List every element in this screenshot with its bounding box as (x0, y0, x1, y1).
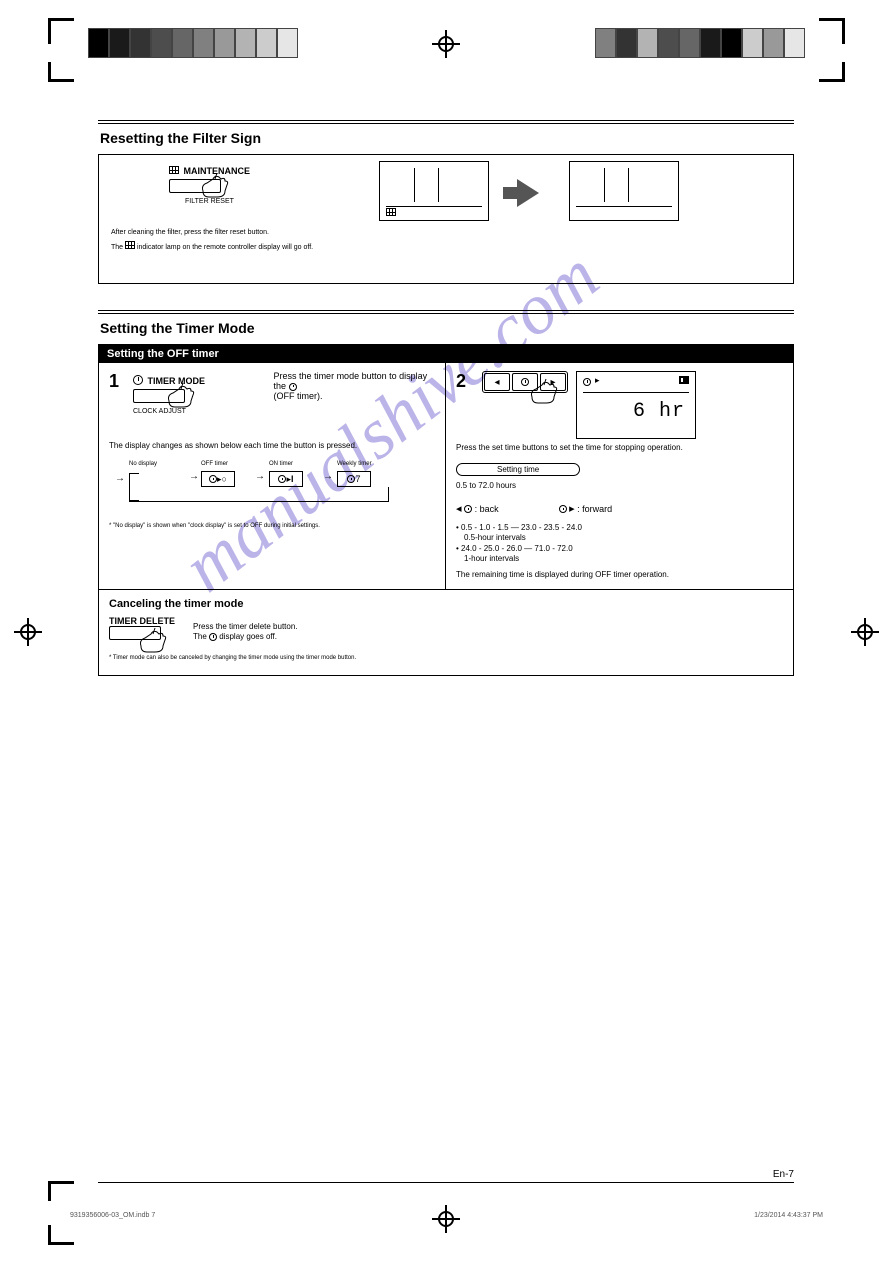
footer-filename: 9319356006-03_OM.indb 7 (70, 1212, 155, 1219)
section-rule (98, 120, 794, 124)
lcd-value: 6 hr (633, 400, 685, 423)
filter-box: MAINTENANCE FILTER RESET After cleaning … (98, 154, 794, 284)
arrow-right-icon (517, 179, 539, 207)
grayscale-strip (88, 28, 298, 58)
forward-label: ▸ : forward (559, 502, 613, 515)
back-label: ◂ : back (456, 502, 499, 515)
step-2: 2 ◂ ▸ ▸ (446, 363, 793, 589)
clock-icon (133, 375, 143, 385)
step-1: 1 TIMER MODE CLOCK ADJUST (99, 363, 446, 589)
step2-text: Press the set time buttons to set the ti… (456, 443, 783, 453)
crop-mark (48, 1225, 74, 1245)
page-content: Resetting the Filter Sign MAINTENANCE FI… (98, 120, 794, 676)
clock-icon (464, 505, 472, 513)
hand-icon (135, 626, 175, 656)
step1-text2: (OFF timer). (274, 391, 323, 401)
grid-icon (125, 241, 135, 249)
mini-lcd: ▸ 6 hr (576, 371, 696, 439)
grid-icon (386, 208, 396, 216)
clock-icon (278, 475, 286, 483)
registration-mark (851, 618, 879, 646)
clock-icon (559, 505, 567, 513)
registration-mark (14, 618, 42, 646)
section-rule (98, 310, 794, 314)
clock-icon (289, 383, 297, 391)
hand-icon (163, 381, 203, 411)
grayscale-strip (595, 28, 805, 58)
step-number: 2 (456, 371, 474, 439)
filter-caption: After cleaning the filter, press the fil… (111, 229, 269, 236)
registration-mark (432, 1205, 460, 1233)
page-number: En-7 (98, 1169, 794, 1180)
step2-detail: 1-hour intervals (456, 554, 783, 564)
seq-box-off: ▸○ (201, 471, 235, 487)
cancel-text1: Press the timer delete button. (193, 622, 298, 632)
lcd-before (379, 161, 489, 221)
seq-box-on: ▸I (269, 471, 303, 487)
seq-label: No display (129, 461, 157, 467)
section-title-filter: Resetting the Filter Sign (100, 130, 794, 146)
footer-timestamp: 1/23/2014 4:43:37 PM (754, 1212, 823, 1219)
step2-range: 0.5 to 72.0 hours (456, 481, 783, 491)
timer-delete-label: TIMER DELETE (109, 616, 175, 626)
setting-time-pill: Setting time (456, 463, 580, 476)
step2-note: The remaining time is displayed during O… (456, 570, 783, 580)
clock-icon (347, 475, 355, 483)
step-number: 1 (109, 371, 127, 415)
clock-icon (209, 633, 217, 641)
footer-rule (98, 1182, 794, 1183)
lcd-after (569, 161, 679, 221)
seq-label: OFF timer (201, 461, 228, 467)
cancel-text2: The display goes off. (193, 632, 298, 642)
hand-icon (197, 171, 237, 201)
cancel-section: Canceling the timer mode TIMER DELETE Pr… (99, 589, 793, 675)
step1-text: Press the timer mode button to display t… (274, 371, 428, 391)
crop-mark (819, 62, 845, 82)
section-title-timer: Setting the Timer Mode (100, 320, 794, 336)
step1-note: The display changes as shown below each … (109, 441, 435, 451)
cancel-asterisk: * Timer mode can also be canceled by cha… (109, 655, 783, 661)
grid-icon (169, 166, 179, 174)
step2-detail: • 0.5 - 1.0 - 1.5 — 23.0 - 23.5 - 24.0 (456, 523, 783, 533)
time-back-button[interactable]: ◂ (484, 373, 510, 391)
hand-icon (526, 377, 566, 407)
step2-detail: • 24.0 - 25.0 - 26.0 — 71.0 - 72.0 (456, 544, 783, 554)
crop-mark (48, 62, 74, 82)
seq-label: ON timer (269, 461, 293, 467)
registration-mark (432, 30, 460, 58)
step1-asterisk: * "No display" is shown when "clock disp… (109, 523, 435, 529)
timer-black-bar: Setting the OFF timer (99, 345, 793, 363)
crop-mark (48, 18, 74, 44)
clock-icon (583, 378, 591, 386)
cancel-heading: Canceling the timer mode (109, 598, 783, 610)
filter-note: The indicator lamp on the remote control… (111, 241, 313, 251)
step2-detail: 0.5-hour intervals (456, 533, 783, 543)
seq-label: Weekly timer (337, 461, 372, 467)
seq-box-weekly: 7 (337, 471, 371, 487)
crop-mark (819, 18, 845, 44)
clock-icon (209, 475, 217, 483)
crop-mark (48, 1181, 74, 1201)
timer-box: Setting the OFF timer 1 TIMER MODE CLOCK… (98, 344, 794, 676)
